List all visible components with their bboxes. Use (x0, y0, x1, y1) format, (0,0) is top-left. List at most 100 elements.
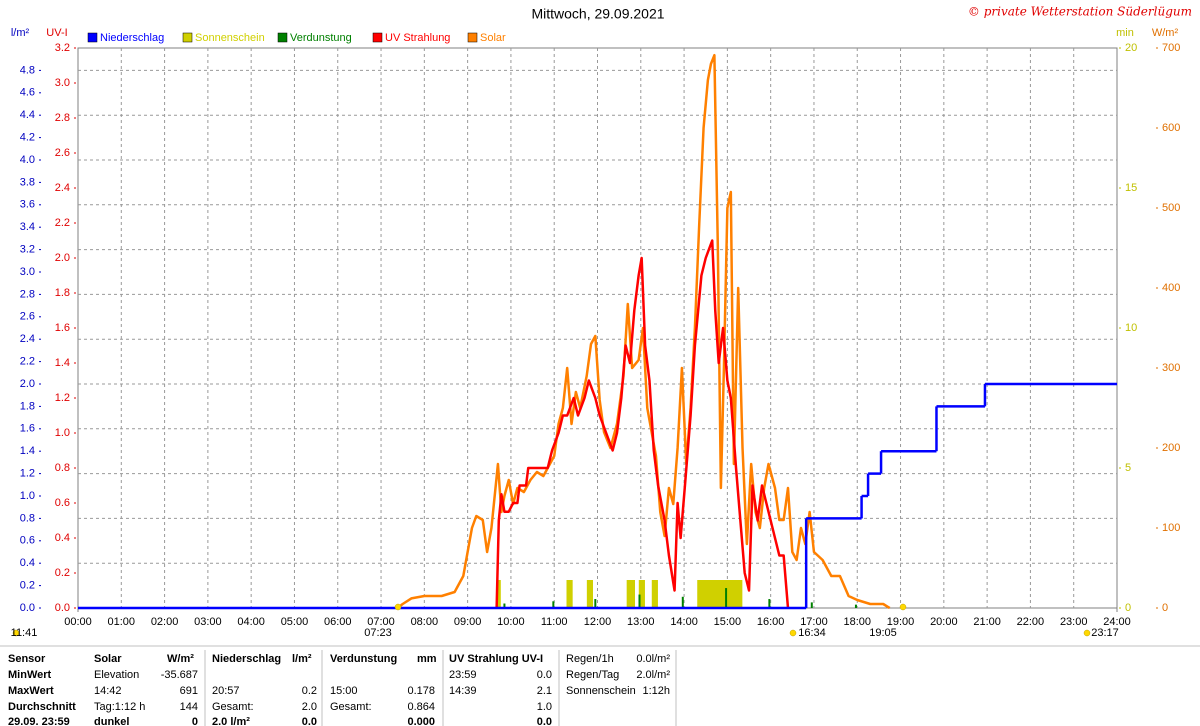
y-tick-label: 100 (1162, 522, 1180, 534)
y-tick-label: 3.2 (55, 42, 70, 54)
x-tick-label: 11:00 (541, 616, 568, 628)
bar (854, 604, 857, 608)
axis-unit: UV-I (46, 27, 67, 39)
x-tick-label: 06:00 (324, 616, 352, 628)
bar (586, 580, 591, 608)
y-tick-label: 2.2 (20, 356, 35, 368)
x-tick-label: 07:00 (367, 616, 395, 628)
x-tick-label: 04:00 (237, 616, 265, 628)
x-tick-label: 21:00 (973, 616, 1001, 628)
x-tick-label: 19:00 (887, 616, 915, 628)
cell-value: 0 (192, 716, 198, 726)
cell-label: Gesamt: (212, 701, 254, 713)
cell-value: 1.0 (537, 701, 552, 713)
bar (697, 580, 702, 608)
cell-value: 2.1 (537, 685, 552, 697)
bar (589, 580, 594, 608)
y-tick-label: 0.2 (55, 567, 70, 579)
y-tick-label: 0 (1162, 602, 1168, 614)
section-unit: W/m² (167, 653, 194, 665)
bar (718, 580, 723, 608)
y-tick-label: 3.0 (55, 77, 70, 89)
bar (714, 580, 719, 608)
legend-swatch (277, 32, 288, 43)
sun-marker (789, 629, 797, 637)
cell-label: 2.0 l/m² (212, 716, 250, 726)
bar (701, 580, 706, 608)
y-tick-label: 200 (1162, 442, 1180, 454)
bar (729, 580, 734, 608)
cell-value: 0.178 (407, 685, 435, 697)
axis-unit: W/m² (1152, 27, 1179, 39)
x-tick-label: 14:00 (670, 616, 698, 628)
legend-label: Solar (480, 32, 506, 44)
y-tick-label: 1.8 (20, 400, 35, 412)
bar (725, 588, 728, 608)
section-unit: mm (417, 653, 437, 665)
y-tick-label: 400 (1162, 282, 1180, 294)
y-tick-label: 2.4 (20, 333, 35, 345)
bar (568, 580, 573, 608)
section-unit: l/m² (292, 653, 312, 665)
cell-value: 144 (180, 701, 198, 713)
cell-value: 0.2 (302, 685, 317, 697)
bar (640, 580, 645, 608)
cell-label: 14:39 (449, 685, 477, 697)
y-tick-label: 1.2 (20, 468, 35, 480)
y-tick-label: 1.6 (55, 322, 70, 334)
y-tick-label: 3.2 (20, 244, 35, 256)
bar (653, 580, 658, 608)
axis-unit: min (1116, 27, 1134, 39)
legend-swatch (372, 32, 383, 43)
x-tick-label: 10:00 (497, 616, 525, 628)
row-header: MaxWert (8, 685, 54, 697)
legend-label: Verdunstung (290, 32, 352, 44)
section-header: UV Strahlung UV-I (449, 653, 543, 665)
y-tick-label: 2.8 (55, 112, 70, 124)
y-tick-label: 4.2 (20, 132, 35, 144)
bar (681, 596, 684, 608)
bar (638, 580, 643, 608)
legend-swatch (87, 32, 98, 43)
y-tick-label: 20 (1125, 42, 1137, 54)
legend-swatch (182, 32, 193, 43)
time-annotation: 23:17 (1091, 627, 1119, 639)
y-tick-label: 1.4 (55, 357, 70, 369)
y-tick-label: 1.0 (55, 427, 70, 439)
cell-value: 2.0 (302, 701, 317, 713)
y-tick-label: 2.8 (20, 288, 35, 300)
cell-value: 0.0l/m² (636, 653, 670, 665)
cell-label: 14:42 (94, 685, 122, 697)
x-tick-label: 18:00 (843, 616, 871, 628)
bar (630, 580, 635, 608)
y-tick-label: 10 (1125, 322, 1137, 334)
x-tick-label: 00:00 (64, 616, 92, 628)
cell-label: Tag:1:12 h (94, 701, 145, 713)
y-tick-label: 3.4 (20, 221, 35, 233)
y-tick-label: 4.4 (20, 109, 35, 121)
bar (734, 580, 739, 608)
cell-label: 15:00 (330, 685, 358, 697)
cell-value: 0.000 (407, 716, 435, 726)
y-tick-label: 2.4 (55, 182, 70, 194)
y-tick-label: 0.0 (20, 602, 35, 614)
x-tick-label: 15:00 (714, 616, 742, 628)
y-tick-label: 4.8 (20, 64, 35, 76)
cell-value: 0.0 (537, 669, 552, 681)
x-tick-label: 16:00 (757, 616, 785, 628)
time-annotation: 16:34 (798, 627, 826, 639)
y-tick-label: 700 (1162, 42, 1180, 54)
cell-value: 0.864 (407, 701, 435, 713)
y-tick-label: 1.2 (55, 392, 70, 404)
legend-swatch (467, 32, 478, 43)
x-tick-label: 20:00 (930, 616, 958, 628)
x-tick-label: 17:00 (800, 616, 828, 628)
y-tick-label: 3.6 (20, 199, 35, 211)
x-tick-label: 08:00 (411, 616, 439, 628)
y-tick-label: 2.6 (20, 311, 35, 323)
bar (708, 580, 713, 608)
bar (738, 580, 743, 608)
y-tick-label: 500 (1162, 202, 1180, 214)
section-header: Verdunstung (330, 653, 397, 665)
